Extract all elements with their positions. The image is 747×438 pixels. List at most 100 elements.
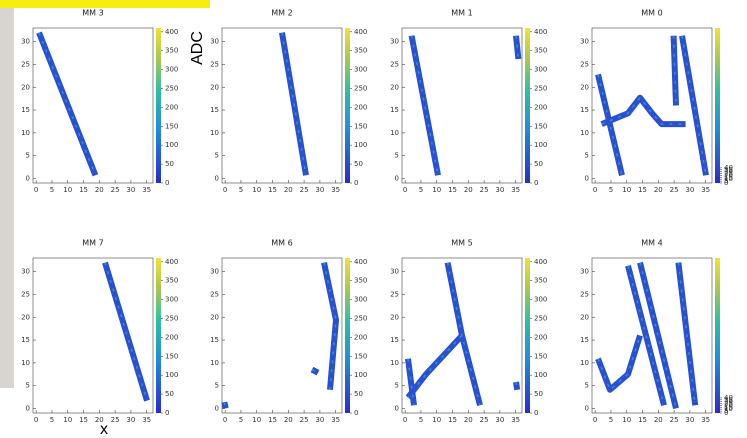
colorbar-label: ADC [189, 31, 206, 65]
y-tick-label: 25 [210, 60, 219, 68]
y-tick-label: 5 [395, 152, 399, 160]
y-tick-label: 10 [21, 359, 30, 367]
colorbar-tick-label: 50 [165, 160, 174, 168]
colorbar-tick-label: 250 [165, 314, 178, 322]
panel: MM 00 5 10 15 20 25 30 350510152025300510152025… [580, 9, 733, 195]
colorbar-tick-label: 200 [534, 333, 547, 341]
panel: MM 60 5 10 15 20 25 30 350510152025300501001502… [210, 239, 367, 425]
colorbar-tick-label: 400 [165, 28, 178, 36]
x-tick-label: 5 [50, 186, 54, 194]
colorbar-tick-label: 0 [534, 179, 538, 187]
panel-title: MM 0 [641, 9, 662, 18]
colorbar-tick-label: 150 [534, 352, 547, 360]
x-tick-label: 25 [300, 186, 309, 194]
colorbar-tick-label: 50 [354, 160, 363, 168]
x-tick-label: 15 [638, 186, 647, 194]
colorbar-tick-label: 400 [354, 28, 367, 36]
x-tick-label: 0 [223, 186, 227, 194]
track-core [410, 35, 439, 176]
y-tick-label: 5 [585, 382, 589, 390]
colorbar-tick-label: 300 [354, 66, 367, 74]
colorbar-tick-label: 250 [534, 84, 547, 92]
x-tick-label: 15 [268, 186, 277, 194]
colorbar [345, 28, 350, 183]
y-tick-label: 0 [215, 404, 219, 412]
colorbar-tick-label: 20 [724, 401, 733, 409]
track-core [223, 402, 227, 409]
colorbar-tick-label: 100 [354, 371, 367, 379]
panel: MM 30 5 10 15 20 25 30 350510152025300501001502… [21, 9, 178, 195]
y-tick-label: 15 [390, 336, 399, 344]
y-tick-label: 15 [390, 106, 399, 114]
panel: MM 10 5 10 15 20 25 30 350510152025300501001502… [390, 9, 547, 195]
colorbar-tick-label: 100 [165, 141, 178, 149]
y-tick-label: 5 [395, 382, 399, 390]
panel-title: MM 7 [82, 239, 103, 248]
y-tick-label: 15 [21, 336, 30, 344]
y-tick-label: 30 [210, 38, 219, 46]
x-tick-label: 20 [654, 416, 663, 424]
y-tick-label: 5 [26, 152, 30, 160]
colorbar-tick-label: 25 [724, 170, 733, 178]
x-tick-label: 10 [622, 186, 631, 194]
y-tick-label: 5 [26, 382, 30, 390]
plot-area [32, 257, 154, 414]
y-tick-label: 15 [210, 336, 219, 344]
colorbar-tick-label: 400 [534, 28, 547, 36]
y-tick-label: 25 [21, 60, 30, 68]
colorbar-tick-label: 30 [724, 398, 733, 406]
edge-strip [0, 8, 14, 388]
y-tick-label: 10 [580, 129, 589, 137]
x-tick-label: 15 [79, 416, 88, 424]
colorbar-tick-label: 5 [724, 407, 728, 415]
x-tick-label: 25 [670, 186, 679, 194]
plot-area [32, 27, 154, 184]
x-tick-label: 25 [670, 416, 679, 424]
colorbar-tick-label: 200 [354, 333, 367, 341]
colorbar-tick-label: 50 [354, 390, 363, 398]
panel: MM 50 5 10 15 20 25 30 350510152025300501001502… [390, 239, 547, 425]
y-tick-label: 15 [580, 106, 589, 114]
track-core [515, 35, 520, 60]
colorbar-tick-label: 100 [534, 141, 547, 149]
colorbar-tick-label: 5 [724, 177, 728, 185]
colorbar-tick-label: 250 [354, 314, 367, 322]
track [637, 261, 679, 410]
y-tick-label: 0 [585, 174, 589, 182]
x-axis-label: x [100, 421, 108, 438]
colorbar-tick-label: 0 [165, 179, 169, 187]
y-tick-label: 10 [210, 129, 219, 137]
colorbar-tick-label: 200 [165, 333, 178, 341]
colorbar [345, 258, 350, 413]
colorbar-tick-label: 150 [534, 122, 547, 130]
colorbar-tick-label: 350 [534, 277, 547, 285]
x-tick-label: 5 [419, 186, 423, 194]
colorbar-tick-label: 150 [354, 352, 367, 360]
colorbar-tick-label: 40 [724, 164, 733, 172]
track [405, 358, 417, 406]
track-core [597, 335, 641, 392]
colorbar-tick-label: 300 [534, 66, 547, 74]
colorbar-tick-label: 250 [165, 84, 178, 92]
x-tick-label: 0 [593, 416, 597, 424]
colorbar-tick-label: 15 [724, 173, 733, 181]
x-tick-label: 25 [111, 186, 120, 194]
x-tick-label: 25 [480, 186, 489, 194]
colorbar [715, 28, 720, 183]
y-tick-label: 30 [210, 268, 219, 276]
x-tick-label: 30 [126, 186, 135, 194]
track-core [281, 32, 307, 176]
x-tick-label: 10 [63, 416, 72, 424]
x-tick-label: 0 [593, 186, 597, 194]
colorbar-tick-label: 300 [534, 296, 547, 304]
y-tick-label: 0 [585, 404, 589, 412]
colorbar-tick-label: 35 [724, 166, 733, 174]
y-tick-label: 25 [210, 290, 219, 298]
y-tick-label: 15 [580, 336, 589, 344]
colorbar-tick-label: 400 [354, 258, 367, 266]
colorbar-tick-label: 300 [354, 296, 367, 304]
x-tick-label: 5 [609, 416, 613, 424]
panel: MM 20 5 10 15 20 25 30 350510152025300501001502… [210, 9, 367, 195]
x-tick-label: 5 [50, 416, 54, 424]
